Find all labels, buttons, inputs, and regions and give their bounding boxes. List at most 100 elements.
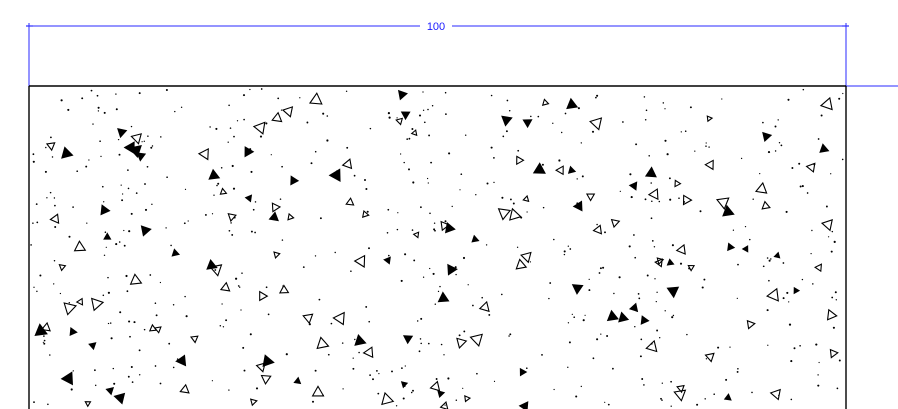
- aggregate-triangle: [437, 390, 446, 398]
- aggregate-triangle: [645, 339, 658, 353]
- aggregate-dot: [260, 88, 263, 90]
- aggregate-dot: [619, 190, 621, 193]
- aggregate-dot: [831, 230, 834, 233]
- aggregate-dot: [170, 244, 172, 247]
- aggregate-triangle: [819, 143, 830, 153]
- aggregate-dot: [651, 200, 653, 203]
- aggregate-dot: [701, 286, 704, 289]
- aggregate-triangle: [175, 354, 187, 367]
- aggregate-dot: [542, 206, 545, 209]
- aggregate-triangle: [515, 258, 528, 270]
- aggregate-triangle: [179, 383, 190, 394]
- aggregate-triangle: [353, 254, 366, 268]
- aggregate-dot: [120, 184, 122, 186]
- aggregate-dot: [736, 370, 739, 373]
- aggregate-dot: [33, 286, 35, 288]
- aggregate-dot: [221, 303, 223, 305]
- aggregate-dot: [671, 316, 674, 319]
- aggregate-dot: [493, 181, 495, 184]
- aggregate-triangle: [522, 119, 533, 129]
- aggregate-dot: [160, 136, 162, 138]
- aggregate-dot: [270, 154, 272, 156]
- aggregate-dot: [204, 213, 207, 216]
- aggregate-dot: [146, 165, 149, 168]
- aggregate-dot: [44, 170, 47, 173]
- aggregate-dot: [222, 326, 225, 328]
- aggregate-dot: [350, 270, 352, 272]
- aggregate-triangle: [58, 263, 67, 272]
- aggregate-dot: [774, 125, 777, 128]
- aggregate-dot: [121, 193, 124, 195]
- aggregate-dot: [766, 257, 769, 259]
- aggregate-dot: [396, 228, 399, 231]
- aggregate-dot: [107, 291, 110, 294]
- aggregate-dot: [53, 197, 56, 199]
- aggregate-triangle: [302, 313, 314, 325]
- aggregate-triangle: [278, 284, 290, 294]
- aggregate-triangle: [293, 376, 302, 385]
- aggregate-triangle: [117, 128, 128, 139]
- aggregate-dot: [376, 370, 378, 372]
- aggregate-dot: [664, 139, 667, 142]
- aggregate-triangle: [341, 158, 353, 170]
- aggregate-dot: [640, 338, 643, 341]
- aggregate-dot: [279, 198, 282, 200]
- aggregate-dot: [801, 278, 804, 281]
- aggregate-dot: [584, 314, 586, 316]
- aggregate-dot: [660, 397, 662, 400]
- aggregate-triangle: [814, 263, 823, 273]
- aggregate-triangle: [60, 371, 73, 386]
- aggregate-dot: [215, 127, 218, 130]
- aggregate-triangle: [820, 218, 833, 232]
- aggregate-dot: [476, 372, 478, 375]
- aggregate-dot: [102, 294, 105, 297]
- aggregate-triangle: [746, 319, 756, 330]
- aggregate-dot: [143, 140, 145, 142]
- aggregate-dot: [721, 98, 723, 100]
- aggregate-dot: [94, 384, 97, 387]
- aggregate-dot: [830, 173, 832, 175]
- aggregate-dot: [129, 335, 131, 338]
- aggregate-dot: [341, 342, 344, 344]
- aggregate-triangle: [262, 354, 275, 368]
- aggregate-dot: [787, 98, 790, 101]
- aggregate-dot: [838, 359, 841, 362]
- aggregate-triangle: [252, 121, 266, 135]
- aggregate-dot: [639, 355, 642, 358]
- aggregate-dot: [604, 401, 606, 403]
- aggregate-dot: [422, 109, 425, 111]
- aggregate-dot: [235, 277, 238, 280]
- aggregate-dot: [396, 117, 398, 119]
- aggregate-dot: [434, 229, 436, 232]
- aggregate-dot: [644, 198, 647, 201]
- aggregate-triangle: [268, 211, 279, 222]
- aggregate-dot: [97, 106, 100, 109]
- aggregate-dot: [220, 167, 223, 169]
- aggregate-dot: [774, 150, 777, 152]
- aggregate-dot: [397, 212, 399, 214]
- aggregate-dot: [154, 302, 157, 304]
- aggregate-dot: [90, 89, 93, 92]
- aggregate-dot: [529, 261, 532, 263]
- aggregate-dot: [141, 141, 143, 143]
- aggregate-dot: [395, 405, 398, 407]
- aggregate-dot: [43, 339, 46, 342]
- aggregate-dot: [630, 196, 633, 199]
- aggregate-dot: [830, 250, 833, 253]
- aggregate-dot: [571, 313, 573, 316]
- aggregate-dot: [595, 96, 597, 99]
- aggregate-dot: [841, 158, 844, 161]
- aggregate-dot: [388, 116, 391, 119]
- aggregate-dot: [737, 263, 739, 266]
- aggregate-dot: [314, 150, 317, 153]
- aggregate-dot: [606, 335, 609, 337]
- aggregate-triangle: [273, 251, 281, 259]
- aggregate-dot: [311, 400, 315, 403]
- aggregate-triangle: [666, 258, 675, 266]
- aggregate-dot: [413, 259, 416, 262]
- aggregate-dot: [183, 222, 186, 225]
- aggregate-triangle: [673, 389, 687, 402]
- aggregate-dot: [420, 342, 422, 345]
- aggregate-dot: [97, 110, 100, 112]
- aggregate-dot: [653, 246, 656, 248]
